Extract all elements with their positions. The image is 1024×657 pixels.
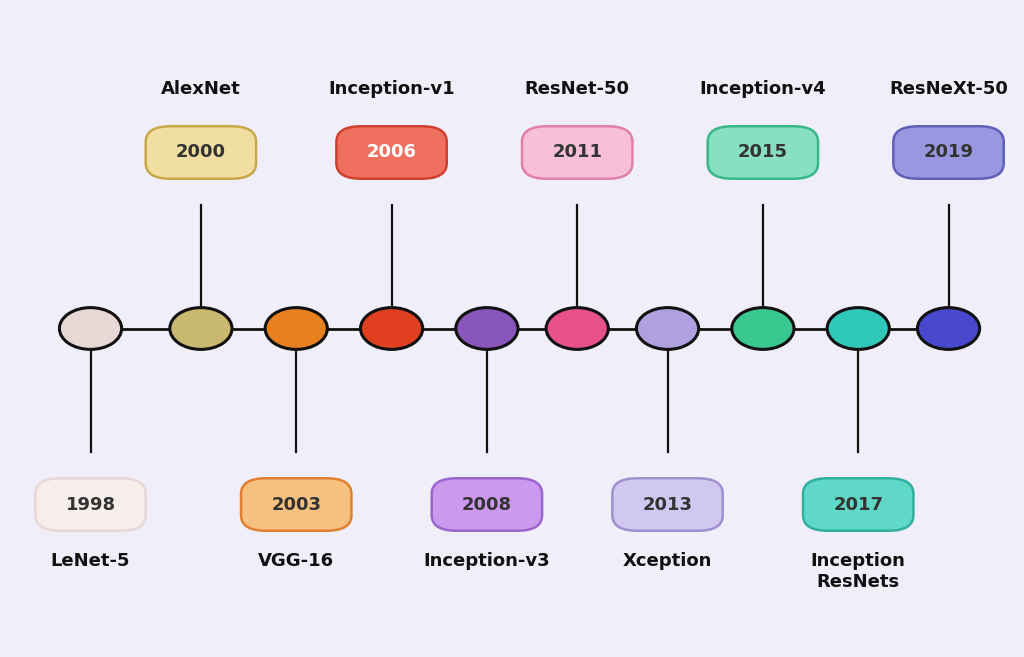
Text: LeNet-5: LeNet-5 [51, 553, 130, 570]
Ellipse shape [637, 307, 698, 350]
Ellipse shape [265, 307, 328, 350]
FancyBboxPatch shape [35, 478, 145, 531]
Text: 2003: 2003 [271, 495, 322, 514]
Ellipse shape [546, 307, 608, 350]
Ellipse shape [170, 307, 232, 350]
Ellipse shape [732, 307, 794, 350]
Text: 2019: 2019 [924, 143, 974, 162]
FancyBboxPatch shape [803, 478, 913, 531]
Ellipse shape [59, 307, 122, 350]
Ellipse shape [360, 307, 423, 350]
Text: 2015: 2015 [738, 143, 787, 162]
Text: VGG-16: VGG-16 [258, 553, 334, 570]
FancyBboxPatch shape [241, 478, 351, 531]
Text: ResNeXt-50: ResNeXt-50 [889, 80, 1008, 99]
Text: 2013: 2013 [642, 495, 692, 514]
FancyBboxPatch shape [893, 126, 1004, 179]
Text: 2000: 2000 [176, 143, 226, 162]
Text: 2006: 2006 [367, 143, 417, 162]
Text: Inception-v4: Inception-v4 [699, 80, 826, 99]
FancyBboxPatch shape [522, 126, 633, 179]
FancyBboxPatch shape [432, 478, 542, 531]
FancyBboxPatch shape [612, 478, 723, 531]
Text: 2011: 2011 [552, 143, 602, 162]
Text: Xception: Xception [623, 553, 713, 570]
Ellipse shape [918, 307, 980, 350]
Text: AlexNet: AlexNet [161, 80, 241, 99]
Text: Inception-v1: Inception-v1 [329, 80, 455, 99]
Text: 2008: 2008 [462, 495, 512, 514]
Ellipse shape [456, 307, 518, 350]
Text: 1998: 1998 [66, 495, 116, 514]
Text: ResNet-50: ResNet-50 [524, 80, 630, 99]
Ellipse shape [827, 307, 889, 350]
Text: Inception
ResNets: Inception ResNets [811, 553, 905, 591]
Text: 2017: 2017 [834, 495, 884, 514]
FancyBboxPatch shape [145, 126, 256, 179]
Text: Inception-v3: Inception-v3 [424, 553, 550, 570]
FancyBboxPatch shape [708, 126, 818, 179]
FancyBboxPatch shape [336, 126, 446, 179]
